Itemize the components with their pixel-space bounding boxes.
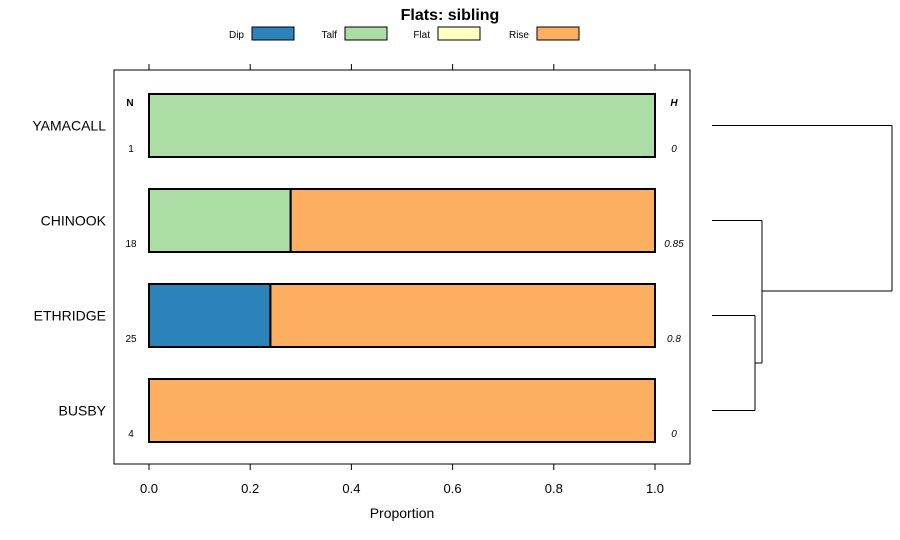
h-value: 0 xyxy=(671,429,677,440)
x-tick-label: 0.0 xyxy=(140,481,158,496)
legend-label-rise: Rise xyxy=(509,30,529,41)
dendrogram xyxy=(712,125,893,411)
category-label: YAMACALL xyxy=(32,118,106,134)
bar-row-ethridge: ETHRIDGE 25 0.8 xyxy=(34,283,681,348)
bar-segment-rise xyxy=(289,188,656,253)
h-value: 0.85 xyxy=(664,239,684,250)
n-column-header: N xyxy=(126,98,133,109)
legend-swatch-flat xyxy=(437,26,481,41)
legend-swatch-rise xyxy=(536,26,580,41)
x-tick-label: 0.6 xyxy=(444,481,462,496)
n-value: 1 xyxy=(128,144,134,155)
x-tick-label: 1.0 xyxy=(646,481,664,496)
bar-row-busby: BUSBY 4 0 xyxy=(59,378,677,443)
bar-row-chinook: CHINOOK 18 0.85 xyxy=(41,188,684,253)
chart-title: Flats: sibling xyxy=(401,7,500,24)
x-axis-title: Proportion xyxy=(370,505,435,521)
bar-segment-rise xyxy=(148,378,656,443)
category-label: BUSBY xyxy=(59,403,107,419)
category-label: ETHRIDGE xyxy=(34,308,106,324)
n-value: 18 xyxy=(125,239,137,250)
n-value: 4 xyxy=(128,429,134,440)
bar-row-yamacall: YAMACALL 1 0 xyxy=(32,93,677,158)
bar-segment-dip xyxy=(148,283,272,348)
plot-frame xyxy=(113,69,691,465)
x-tick-label: 0.8 xyxy=(545,481,563,496)
legend: Dip Talf Flat Rise xyxy=(229,26,580,41)
x-tick-label: 0.2 xyxy=(241,481,259,496)
legend-label-flat: Flat xyxy=(413,30,430,41)
legend-swatch-talf xyxy=(344,26,388,41)
legend-label-talf: Talf xyxy=(321,30,337,41)
bar-segment-talf xyxy=(148,188,292,253)
legend-swatch-dip xyxy=(251,26,295,41)
bar-rows: YAMACALL 1 0 CHINOOK 18 0.85 ETHRIDGE 25 0.8 BUSB… xyxy=(32,93,684,443)
h-value: 0 xyxy=(671,144,677,155)
bar-segment-talf xyxy=(148,93,656,158)
n-value: 25 xyxy=(125,334,137,345)
x-axis: 0.0 0.2 0.4 0.6 0.8 1.0 xyxy=(140,64,664,496)
category-label: CHINOOK xyxy=(41,213,107,229)
x-tick-label: 0.4 xyxy=(342,481,360,496)
h-value: 0.8 xyxy=(667,334,681,345)
legend-label-dip: Dip xyxy=(229,30,244,41)
h-column-header: H xyxy=(670,98,678,109)
bar-segment-rise xyxy=(269,283,656,348)
